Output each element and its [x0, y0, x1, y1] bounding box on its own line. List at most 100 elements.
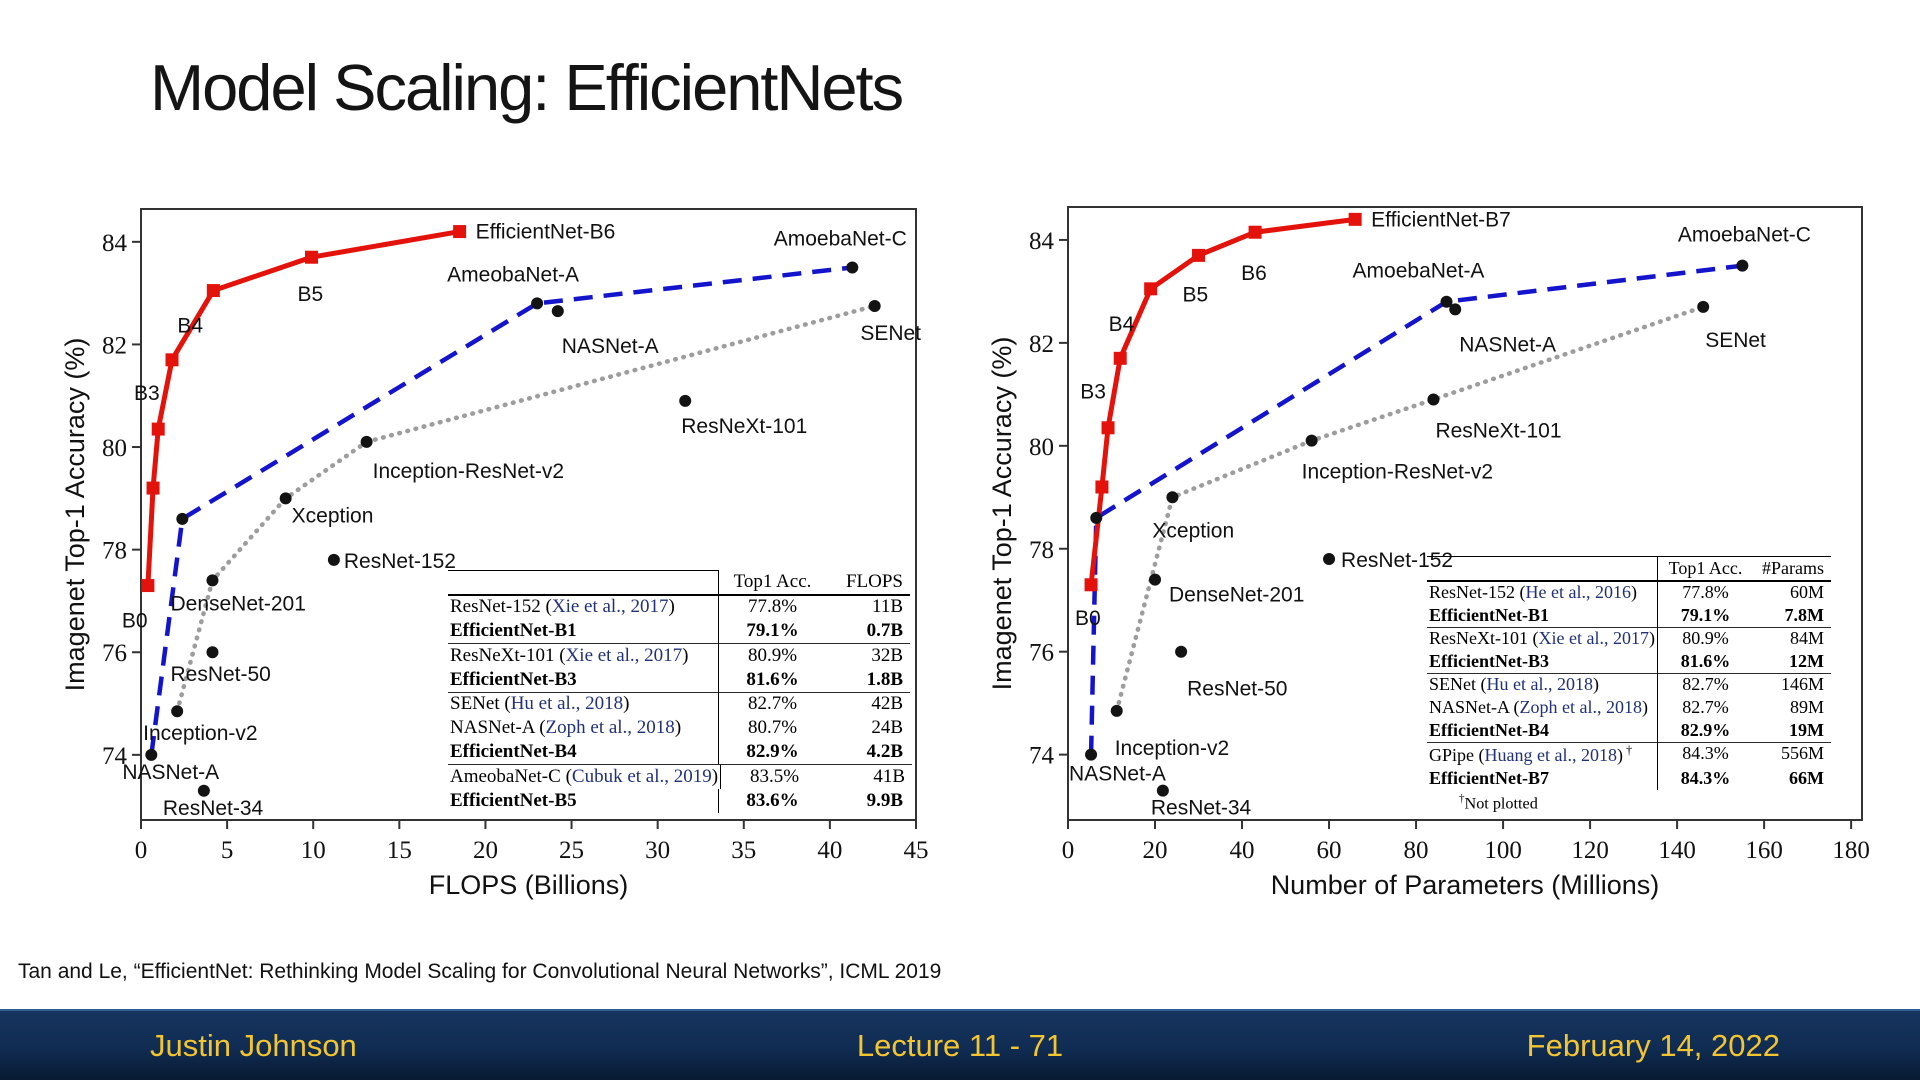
efficientnet-marker [1192, 248, 1206, 262]
data-point [206, 574, 219, 587]
value-cell: 84M [1753, 626, 1831, 651]
point-label-nasnet-a: NASNet-A [122, 761, 219, 784]
value-cell: 0.7B [866, 620, 903, 642]
citation-ref: Xie et al., 2017 [1538, 628, 1649, 649]
point-label-resnext-101: ResNeXt-101 [681, 415, 807, 438]
efficientnet-marker [165, 353, 179, 367]
point-label-inception-v2: Inception-v2 [143, 722, 257, 745]
point-label-resnet-152: ResNet-152 [1341, 549, 1453, 572]
y-axis-title: Imagenet Top-1 Accuracy (%) [987, 337, 1017, 691]
efficientnet-marker [305, 250, 318, 264]
top1-acc-cell: 82.9% [1657, 719, 1753, 742]
model-name-cell: ResNeXt-101 (Xie et al., 2017) [1427, 626, 1657, 651]
point-label-ameobanet-a: AmeobaNet-A [447, 263, 579, 286]
efficientnet-marker [1101, 421, 1115, 435]
model-name-cell: EfficientNet-B3 [450, 668, 577, 690]
x-tick-label: 180 [1832, 837, 1870, 864]
top1-acc-cell: 81.6% [718, 668, 826, 692]
top1-acc-column-header: Top1 Acc. [718, 570, 826, 596]
citation-ref: Xie et al., 2017 [565, 644, 683, 666]
top1-acc-cell: 82.9% [718, 740, 826, 765]
table-row: ResNet-152 (Xie et al., 2017) 77.8% 11B [448, 595, 910, 620]
x-tick-label: 0 [1062, 837, 1075, 864]
data-point [206, 646, 219, 659]
table-header: Top1 Acc. FLOPS [448, 570, 910, 596]
value-cell: 9.9B [866, 789, 903, 811]
data-point [846, 261, 859, 274]
table-row: EfficientNet-B5 83.6% 9.9B [448, 789, 910, 813]
table-row: EfficientNet-B1 79.1% 7.8M [1427, 604, 1831, 627]
y-tick-label: 84 [1029, 228, 1055, 255]
model-name-cell: NASNet-A (Zoph et al., 2018) [1429, 697, 1648, 718]
x-tick-label: 80 [1404, 837, 1429, 864]
x-tick-label: 40 [1230, 837, 1255, 864]
top1-acc-cell: 81.6% [1657, 650, 1753, 673]
table-row: SENet (Hu et al., 2018) 82.7% 146M [1427, 672, 1831, 697]
point-label-resnet-34: ResNet-34 [1151, 797, 1252, 820]
table-row: ResNeXt-101 (Xie et al., 2017) 80.9% 32B [448, 643, 910, 669]
top1-acc-cell: 82.7% [1657, 672, 1753, 697]
point-label-inception-v2: Inception-v2 [1115, 737, 1229, 760]
model-name-cell: EfficientNet-B7 [1429, 767, 1549, 788]
y-tick-label: 82 [102, 332, 127, 359]
point-label-nasnet-a: NASNet-A [1069, 763, 1166, 786]
efficientnet-marker [206, 284, 220, 298]
y-tick-label: 78 [102, 538, 127, 565]
citation-ref: Cubuk et al., 2019 [571, 765, 712, 787]
efficientnet-marker [141, 579, 155, 593]
top1-acc-cell: 83.6% [718, 789, 826, 813]
top1-acc-cell: 79.1% [718, 619, 826, 644]
plot-frame [140, 208, 917, 821]
top1-acc-cell: 82.7% [1657, 696, 1753, 720]
table-row: NASNet-A (Zoph et al., 2018) 82.7% 89M [1427, 696, 1831, 720]
efficientnet-marker [151, 422, 165, 436]
x-tick-label: 20 [1143, 837, 1168, 864]
point-label-resnet-152: ResNet-152 [344, 550, 456, 573]
x-tick-label: 120 [1571, 837, 1609, 864]
model-name-cell: NASNet-A (Zoph et al., 2018) [450, 717, 682, 739]
data-point [197, 784, 210, 797]
model-name-cell: SENet (Hu et al., 2018) [1427, 672, 1657, 697]
point-label-senet: SENet [860, 322, 921, 345]
data-point [1110, 704, 1123, 717]
point-label-b3: B3 [1080, 380, 1106, 403]
citation-ref: Zoph et al., 2018 [545, 717, 675, 739]
value-cell: 42B [826, 691, 910, 717]
y-tick-label: 74 [102, 743, 128, 770]
efficientnet-marker [1248, 225, 1262, 239]
data-point [1305, 434, 1318, 447]
data-point [679, 394, 692, 407]
x-tick-label: 100 [1484, 837, 1522, 864]
data-point [327, 553, 340, 566]
value-cell: 12M [1789, 650, 1824, 671]
value-column-header: #Params [1753, 556, 1831, 582]
value-cell: 11B [872, 596, 903, 618]
y-tick-label: 80 [1029, 434, 1054, 461]
top1-acc-cell: 84.3% [1657, 767, 1753, 790]
table-row: ResNeXt-101 (Xie et al., 2017) 80.9% 84M [1427, 626, 1831, 651]
model-name-cell: EfficientNet-B1 [1429, 604, 1549, 625]
table-row: EfficientNet-B4 82.9% 19M [1427, 719, 1831, 742]
citation-ref: Zoph et al., 2018 [1519, 697, 1642, 718]
data-point [1697, 300, 1710, 313]
model-name-cell: EfficientNet-B4 [1429, 719, 1549, 740]
top1-acc-cell: 79.1% [1657, 604, 1753, 627]
model-name-cell: SENet (Hu et al., 2018) [448, 691, 718, 717]
nasnet-amoebanet-trend-line [149, 265, 853, 756]
table-row: NASNet-A (Zoph et al., 2018) 80.7% 24B [448, 716, 910, 741]
x-tick-label: 5 [221, 837, 234, 864]
table-row: GPipe (Huang et al., 2018) † 84.3% 556M [1427, 741, 1831, 768]
y-tick-label: 82 [1029, 331, 1054, 358]
model-name-cell: ResNet-152 (Xie et al., 2017) [450, 596, 675, 618]
model-name-cell: ResNeXt-101 (Xie et al., 2017) [448, 643, 718, 668]
top1-acc-cell: 77.8% [718, 595, 826, 620]
data-point [1449, 303, 1462, 316]
table-row: SENet (Hu et al., 2018) 82.7% 42B [448, 691, 910, 717]
y-tick-label: 76 [102, 640, 127, 667]
citation: Tan and Le, “EfficientNet: Rethinking Mo… [18, 960, 942, 983]
top1-acc-column-header: Top1 Acc. [1657, 556, 1753, 582]
table-row: EfficientNet-B1 79.1% 0.7B [448, 619, 910, 644]
point-label-resnet-50: ResNet-50 [1187, 678, 1287, 701]
